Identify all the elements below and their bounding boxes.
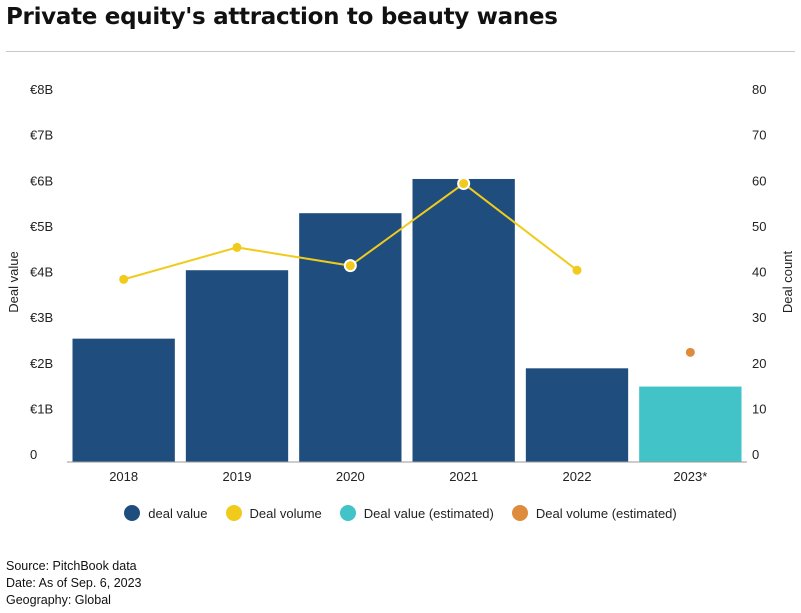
y-tick-label: €1B: [30, 401, 53, 416]
legend-label: Deal volume: [249, 505, 322, 521]
legend: deal value Deal volume Deal value (estim…: [0, 505, 801, 521]
legend-swatch-deal-value-estimated: [339, 505, 356, 521]
x-tick-label: 2018: [109, 469, 138, 484]
deal-volume-point-2018[interactable]: [119, 274, 129, 284]
y2-tick-label: 70: [752, 128, 766, 143]
bar-2022[interactable]: [525, 368, 629, 462]
legend-item-deal-value-estimated[interactable]: Deal value (estimated): [339, 505, 494, 521]
bars: [72, 178, 742, 462]
bar-estimated-2023*[interactable]: [639, 386, 742, 462]
geography-note: Geography: Global: [6, 593, 111, 607]
date-note: Date: As of Sep. 6, 2023: [6, 576, 142, 590]
legend-swatch-deal-volume-estimated: [511, 505, 528, 521]
legend-label: Deal value (estimated): [363, 505, 494, 521]
y-tick-label: €2B: [30, 356, 53, 371]
right-axis-ticks: 0 10 20 30 40 50 60 70 80: [752, 82, 766, 462]
y2-tick-label: 10: [752, 401, 766, 416]
y2-tick-label: 20: [752, 356, 766, 371]
y-tick-label: €4B: [30, 265, 53, 280]
y-tick-label: €7B: [30, 128, 53, 143]
legend-item-deal-value[interactable]: deal value: [124, 505, 208, 521]
legend-label: deal value: [148, 505, 208, 521]
deal-volume-point-2020[interactable]: [343, 259, 357, 273]
title-divider: [6, 51, 795, 52]
x-tick-label: 2023*: [673, 469, 707, 484]
y2-tick-label: 60: [752, 173, 766, 188]
y-tick-label: 0: [30, 447, 37, 462]
y-axis-label: Deal value: [6, 251, 21, 312]
legend-label: Deal volume (estimated): [535, 505, 677, 521]
y2-tick-label: 50: [752, 219, 766, 234]
combo-chart: 0 €1B €2B €3B €4B €5B €6B €7B €8B 0 10 20 30 40 50 60 7…: [6, 82, 795, 484]
deal-volume-point-2019[interactable]: [232, 242, 242, 252]
source-note: Source: PitchBook data: [6, 559, 137, 573]
y-tick-label: €6B: [30, 173, 53, 188]
bar-2020[interactable]: [299, 213, 402, 462]
x-tick-label: 2022: [563, 469, 592, 484]
chart-footer: Source: PitchBook data Date: As of Sep. …: [6, 558, 142, 609]
deal-volume-estimated-point[interactable]: [685, 347, 695, 357]
legend-swatch-deal-volume: [225, 505, 242, 521]
deal-volume-point-2021[interactable]: [457, 177, 471, 191]
legend-item-deal-volume[interactable]: Deal volume: [225, 505, 322, 521]
legend-swatch-deal-value: [124, 505, 141, 521]
chart-title: Private equity's attraction to beauty wa…: [6, 4, 558, 30]
y-tick-label: €5B: [30, 219, 53, 234]
y2-tick-label: 80: [752, 82, 766, 97]
y-tick-label: €8B: [30, 82, 53, 97]
left-axis-ticks: 0 €1B €2B €3B €4B €5B €6B €7B €8B: [30, 82, 53, 462]
bar-2018[interactable]: [72, 338, 175, 462]
y2-tick-label: 40: [752, 265, 766, 280]
x-axis-ticks: 2018 2019 2020 2021 2022 2023*: [109, 469, 707, 484]
bar-2021[interactable]: [412, 178, 515, 462]
x-tick-label: 2021: [449, 469, 478, 484]
deal-volume-point-2022[interactable]: [572, 265, 582, 275]
x-tick-label: 2020: [336, 469, 365, 484]
deal-volume-line: [119, 177, 695, 357]
y2-tick-label: 0: [752, 447, 759, 462]
bar-2019[interactable]: [185, 270, 289, 462]
y-tick-label: €3B: [30, 310, 53, 325]
legend-item-deal-volume-estimated[interactable]: Deal volume (estimated): [511, 505, 677, 521]
x-tick-label: 2019: [223, 469, 252, 484]
y2-tick-label: 30: [752, 310, 766, 325]
y2-axis-label: Deal count: [780, 251, 795, 314]
